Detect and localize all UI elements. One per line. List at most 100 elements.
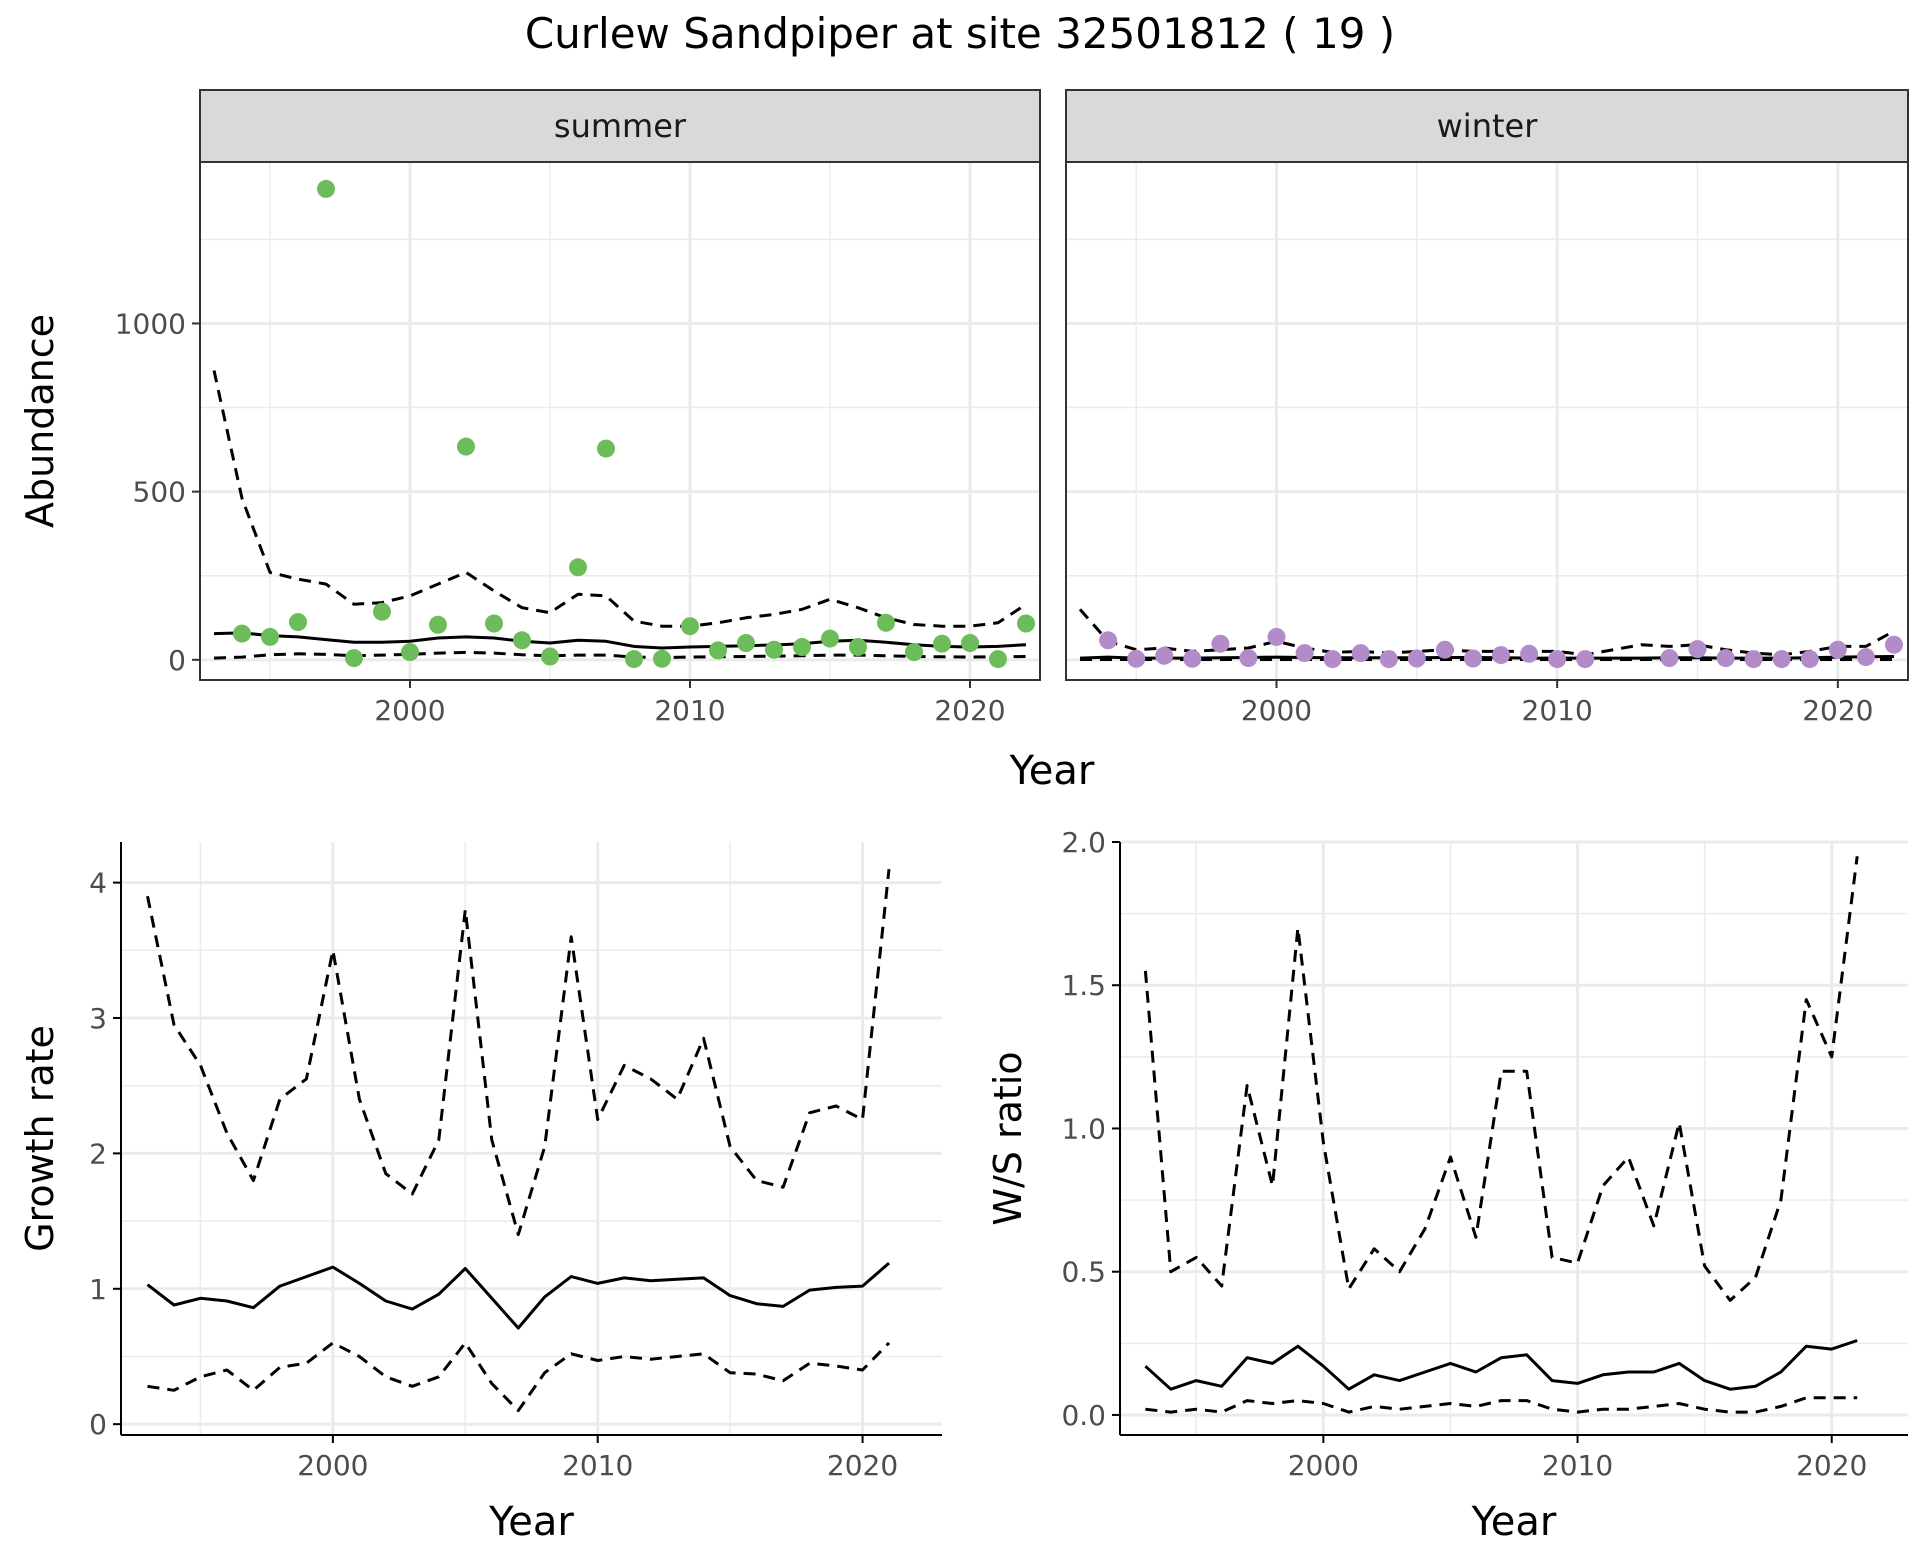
x-tick-label-winter: 2000 xyxy=(1241,694,1312,727)
y-tick-label-ratio: 0.0 xyxy=(1061,1399,1106,1432)
series-line-upper-growth xyxy=(146,868,891,1237)
data-point-summer xyxy=(877,613,895,632)
series-line-fit-growth xyxy=(146,1261,890,1330)
data-point-summer xyxy=(681,617,699,636)
series-line-fit-ratio xyxy=(1144,1339,1858,1391)
panel-winter: winter 2000 2010 2020 xyxy=(1065,89,1909,727)
x-tick-label-ratio: 2010 xyxy=(1542,1449,1613,1482)
data-point-summer xyxy=(289,613,307,632)
data-point-winter xyxy=(1464,649,1482,668)
y-axis-label-growth: Growth rate xyxy=(18,1025,62,1252)
y-tick-label-growth: 3 xyxy=(89,1002,107,1035)
data-point-winter xyxy=(1351,644,1370,663)
x-tick-label-winter: 2010 xyxy=(1522,694,1593,727)
data-point-winter xyxy=(1379,650,1398,669)
data-point-summer xyxy=(737,634,755,652)
data-point-summer xyxy=(989,650,1007,669)
series-line-fit-winter xyxy=(1079,655,1895,660)
data-point-winter xyxy=(1407,649,1426,668)
series-line-lower-summer xyxy=(213,650,1027,660)
x-tick-label-ratio: 2000 xyxy=(1288,1449,1359,1482)
series-line-upper-summer xyxy=(212,370,1027,628)
data-point-winter xyxy=(1099,631,1118,650)
facet-strip-summer xyxy=(199,89,1041,163)
data-point-winter xyxy=(1716,649,1735,668)
y-axis-label-ratio: W/S ratio xyxy=(986,1051,1030,1225)
data-point-summer xyxy=(261,627,279,646)
data-point-winter xyxy=(1856,648,1875,667)
data-point-winter xyxy=(1435,640,1454,659)
data-point-winter xyxy=(1548,650,1567,669)
points-summer xyxy=(233,179,1035,669)
data-point-summer xyxy=(625,650,643,669)
x-tick-label-ratio: 2020 xyxy=(1796,1449,1867,1482)
panel-growth: 2000 2010 2020 0 1 2 3 4 Growth rate Year xyxy=(18,842,942,1545)
data-point-summer xyxy=(653,649,671,668)
data-point-winter xyxy=(1127,649,1146,668)
data-point-summer xyxy=(541,647,559,666)
data-point-summer xyxy=(821,629,839,648)
gridlines-ratio xyxy=(1120,840,1908,1435)
data-point-summer xyxy=(1017,614,1035,633)
panel-summer: summer 2000 2010 2020 0 500 1000 Abundance xyxy=(18,89,1041,727)
data-point-summer xyxy=(933,634,951,653)
series-line-upper-ratio xyxy=(1143,856,1859,1302)
facet-strip-label-summer: summer xyxy=(554,107,687,145)
panel-ratio: 2000 2010 2020 0.0 0.5 1.0 1.5 2.0 W/S ratio Year xyxy=(986,826,1908,1545)
data-point-summer xyxy=(373,602,391,621)
data-point-winter xyxy=(1267,627,1286,646)
y-tick-label-growth: 2 xyxy=(89,1137,107,1170)
gridlines-growth xyxy=(121,842,942,1435)
data-point-winter xyxy=(1885,635,1903,654)
y-tick-label-growth: 1 xyxy=(89,1273,107,1306)
gridlines-summer xyxy=(200,162,1040,680)
data-point-summer xyxy=(485,614,503,633)
y-tick-label-growth: 4 xyxy=(89,867,107,900)
data-point-winter xyxy=(1323,650,1342,669)
x-tick-label-growth: 2010 xyxy=(562,1449,633,1482)
data-point-summer xyxy=(513,631,531,650)
data-point-summer xyxy=(793,638,811,656)
data-point-summer xyxy=(961,634,979,652)
data-point-summer xyxy=(317,179,335,198)
y-tick-label-summer: 500 xyxy=(133,476,186,509)
x-tick-label-summer: 2010 xyxy=(654,694,725,727)
x-axis-label-growth: Year xyxy=(488,1499,574,1545)
y-tick-label-summer: 1000 xyxy=(115,307,186,340)
y-tick-label-ratio: 1.5 xyxy=(1061,969,1106,1002)
data-point-winter xyxy=(1239,649,1258,668)
series-line-lower-ratio xyxy=(1145,1396,1858,1414)
x-axis-label-ratio: Year xyxy=(1471,1499,1557,1545)
facet-strip-label-winter: winter xyxy=(1437,107,1539,145)
data-point-winter xyxy=(1688,640,1707,659)
data-point-winter xyxy=(1828,640,1847,659)
data-point-winter xyxy=(1492,646,1510,665)
x-axis-label-facets: Year xyxy=(1009,748,1095,794)
x-tick-label-summer: 2020 xyxy=(934,694,1005,727)
gridlines-winter xyxy=(1066,162,1908,680)
data-point-winter xyxy=(1744,650,1763,669)
data-point-winter xyxy=(1183,649,1202,668)
y-tick-label-ratio: 1.0 xyxy=(1061,1112,1106,1145)
series-line-lower-growth xyxy=(147,1341,891,1413)
series-line-fit-summer xyxy=(213,631,1027,650)
data-point-summer xyxy=(429,615,447,634)
data-point-summer xyxy=(401,643,419,662)
points-winter xyxy=(1099,627,1903,669)
y-tick-label-ratio: 0.5 xyxy=(1061,1256,1106,1289)
data-point-summer xyxy=(233,624,251,643)
data-point-winter xyxy=(1576,650,1595,669)
data-point-winter xyxy=(1772,650,1791,669)
x-tick-label-growth: 2020 xyxy=(827,1449,898,1482)
x-tick-label-growth: 2000 xyxy=(297,1449,368,1482)
data-point-winter xyxy=(1800,650,1819,669)
data-point-winter xyxy=(1660,649,1679,668)
x-tick-label-winter: 2020 xyxy=(1802,694,1873,727)
y-tick-label-growth: 0 xyxy=(89,1408,107,1441)
data-point-winter xyxy=(1155,646,1174,665)
x-tick-label-summer: 2000 xyxy=(374,694,445,727)
data-point-winter xyxy=(1211,634,1230,653)
series-line-upper-winter xyxy=(1078,608,1895,657)
